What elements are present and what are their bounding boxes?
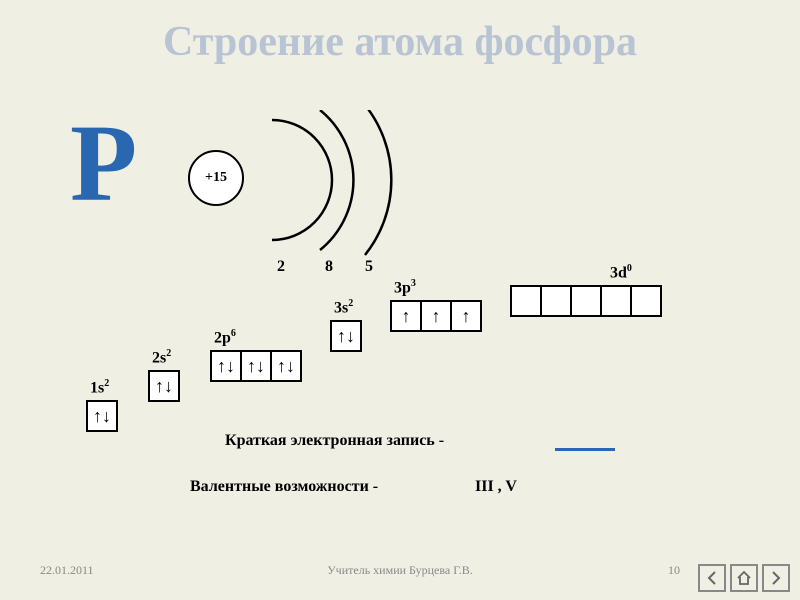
footer-author: Учитель химии Бурцева Г.В. [0,563,800,578]
orbital-cell: ↑ [450,300,482,332]
orbital-cell: ↑↓ [210,350,242,382]
orbital-label: 2s2 [152,348,171,367]
nav-home-button[interactable] [730,564,758,592]
orbital-cell: ↑↓ [148,370,180,402]
orbital-1s: 1s2↑↓ [86,400,118,432]
orbital-label: 2p6 [214,328,236,347]
orbital-cells: ↑↓ [86,400,118,432]
orbital-cell: ↑ [420,300,452,332]
orbital-cells: ↑↓↑↓↑↓ [210,350,302,382]
orbital-label: 1s2 [90,378,109,397]
orbital-3p: 3p3↑↑↑ [390,300,482,332]
orbital-cell [600,285,632,317]
nav-prev-button[interactable] [698,564,726,592]
orbital-cell [570,285,602,317]
orbital-cells [510,285,662,317]
slide-title: Строение атома фосфора [0,18,800,66]
orbital-3d: 3d0 [510,285,662,317]
orbital-label: 3d0 [610,263,632,282]
orbital-cells: ↑↓ [148,370,180,402]
orbital-cell [540,285,572,317]
valency-label: Валентные возможности - [190,478,378,496]
orbital-cells: ↑↓ [330,320,362,352]
orbital-cells: ↑↑↑ [390,300,482,332]
orbital-2p: 2p6↑↓↑↓↑↓ [210,350,302,382]
orbital-3s: 3s2↑↓ [330,320,362,352]
orbital-cell: ↑↓ [240,350,272,382]
shell-count-2: 8 [325,258,333,276]
orbital-label: 3s2 [334,298,353,317]
valency-value: III , V [475,478,517,496]
blank-line [555,448,615,451]
orbital-cell [630,285,662,317]
orbital-cell: ↑↓ [86,400,118,432]
nav-controls [698,564,790,592]
electron-shells [230,110,450,270]
orbital-cell: ↑↓ [330,320,362,352]
element-symbol: Р [70,108,137,218]
slide-number: 10 [668,563,680,578]
orbital-cell: ↑ [390,300,422,332]
orbital-cell [510,285,542,317]
short-config-label: Краткая электронная запись - [225,432,444,450]
nav-next-button[interactable] [762,564,790,592]
shell-count-3: 5 [365,258,373,276]
orbital-label: 3p3 [394,278,416,297]
nucleus-charge: +15 [205,170,227,186]
orbital-cell: ↑↓ [270,350,302,382]
orbital-2s: 2s2↑↓ [148,370,180,402]
shell-count-1: 2 [277,258,285,276]
